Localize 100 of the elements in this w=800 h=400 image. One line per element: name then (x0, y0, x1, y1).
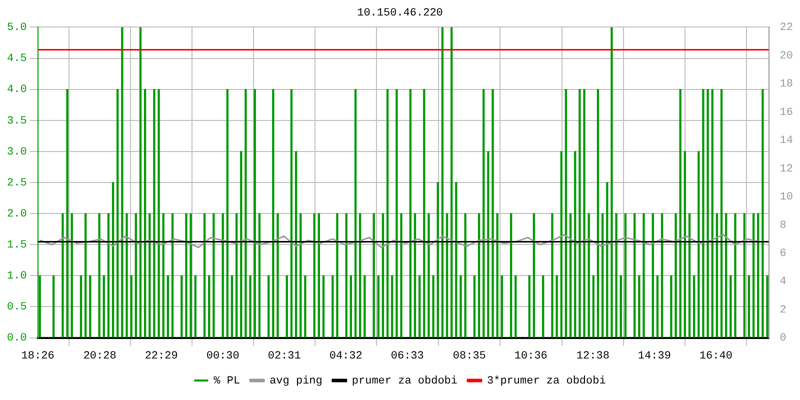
bar (610, 27, 613, 338)
x-tick-label: 12:38 (576, 350, 610, 362)
bar (222, 213, 224, 338)
bar (692, 275, 696, 338)
bar (698, 151, 700, 338)
bar (203, 213, 206, 338)
bar (757, 213, 760, 338)
bar (240, 151, 242, 338)
bar (62, 213, 64, 338)
y2-tick-label: 22 (780, 22, 793, 34)
x-tick-label: 06:33 (390, 350, 424, 362)
chart-title: 10.150.46.220 (357, 8, 443, 20)
bar (89, 275, 92, 338)
bar (679, 88, 682, 338)
bar (148, 213, 151, 338)
bar (153, 88, 156, 338)
y2-tick-label: 8 (780, 220, 786, 232)
bar (386, 88, 389, 338)
bar (624, 213, 627, 338)
bar (249, 275, 252, 338)
bar (569, 213, 572, 338)
bar (230, 275, 234, 338)
bar (318, 213, 320, 338)
bar (487, 151, 490, 338)
y-tick-label: 4.0 (6, 84, 27, 96)
bar (560, 151, 562, 338)
bar (642, 213, 645, 338)
y-tick-label: 4.5 (6, 53, 27, 66)
bar (748, 275, 750, 338)
bar (596, 88, 600, 338)
bar (290, 88, 293, 338)
x-tick-label: 00:30 (206, 350, 240, 362)
bar (464, 213, 466, 338)
bar (304, 275, 306, 338)
x-tick-label: 02:31 (268, 350, 302, 362)
bar (492, 88, 494, 338)
y2-tick-label: 2 (780, 304, 786, 316)
bar (354, 88, 357, 338)
legend-label: prumer za obdobi (352, 375, 458, 388)
bar (350, 275, 352, 338)
bar (660, 213, 664, 338)
bar (126, 213, 128, 338)
bar (332, 275, 334, 338)
y2-tick-label: 18 (780, 78, 793, 91)
bar (606, 182, 608, 338)
x-tick-label: 08:35 (452, 350, 486, 362)
bar (286, 275, 288, 338)
bar (116, 88, 119, 338)
y2-tick-label: 4 (780, 276, 787, 288)
y-tick-label: 0.5 (6, 302, 27, 314)
bar (158, 88, 160, 338)
bar (180, 275, 183, 338)
bar (482, 88, 485, 338)
y2-tick-label: 0 (780, 332, 786, 345)
y-tick-label: 1.5 (6, 240, 27, 252)
bar (300, 213, 302, 338)
x-tick-label: 18:26 (21, 350, 54, 362)
bar (294, 151, 298, 338)
bar (130, 275, 132, 338)
bar (725, 213, 728, 338)
bar (134, 213, 137, 338)
bar (455, 182, 458, 338)
y-tick-label: 3.5 (6, 115, 27, 128)
bar (711, 88, 714, 338)
y-tick-label: 1.0 (6, 270, 27, 283)
y2-tick-label: 6 (780, 248, 786, 260)
bar (428, 213, 430, 338)
bar (638, 275, 640, 338)
legend-label: % PL (214, 375, 240, 388)
bar (226, 88, 228, 338)
bar (359, 213, 362, 338)
bar (670, 275, 672, 338)
bar (409, 88, 412, 338)
bar (766, 275, 768, 338)
y-tick-label: 3.0 (6, 146, 27, 158)
bar (436, 182, 439, 338)
bar (70, 213, 73, 338)
legend-label: 3*prumer za obdobi (487, 375, 606, 388)
bar (391, 275, 394, 338)
y2-tick-label: 10 (780, 192, 793, 204)
bar (496, 213, 498, 338)
bar (268, 275, 270, 338)
bar (107, 213, 110, 338)
x-tick-label: 20:28 (83, 350, 116, 362)
bar (588, 213, 590, 338)
bar (656, 275, 659, 338)
bar (460, 275, 462, 338)
x-tick-label: 04:32 (329, 350, 362, 362)
bar (762, 88, 764, 338)
bar (345, 213, 348, 338)
bar (574, 151, 576, 338)
bar (396, 88, 398, 338)
bar (336, 213, 338, 338)
bar (364, 275, 366, 338)
bar (620, 275, 622, 338)
bar (418, 275, 421, 338)
bar (235, 213, 238, 338)
bar (276, 213, 279, 338)
bar (706, 88, 709, 338)
bar (615, 213, 618, 338)
